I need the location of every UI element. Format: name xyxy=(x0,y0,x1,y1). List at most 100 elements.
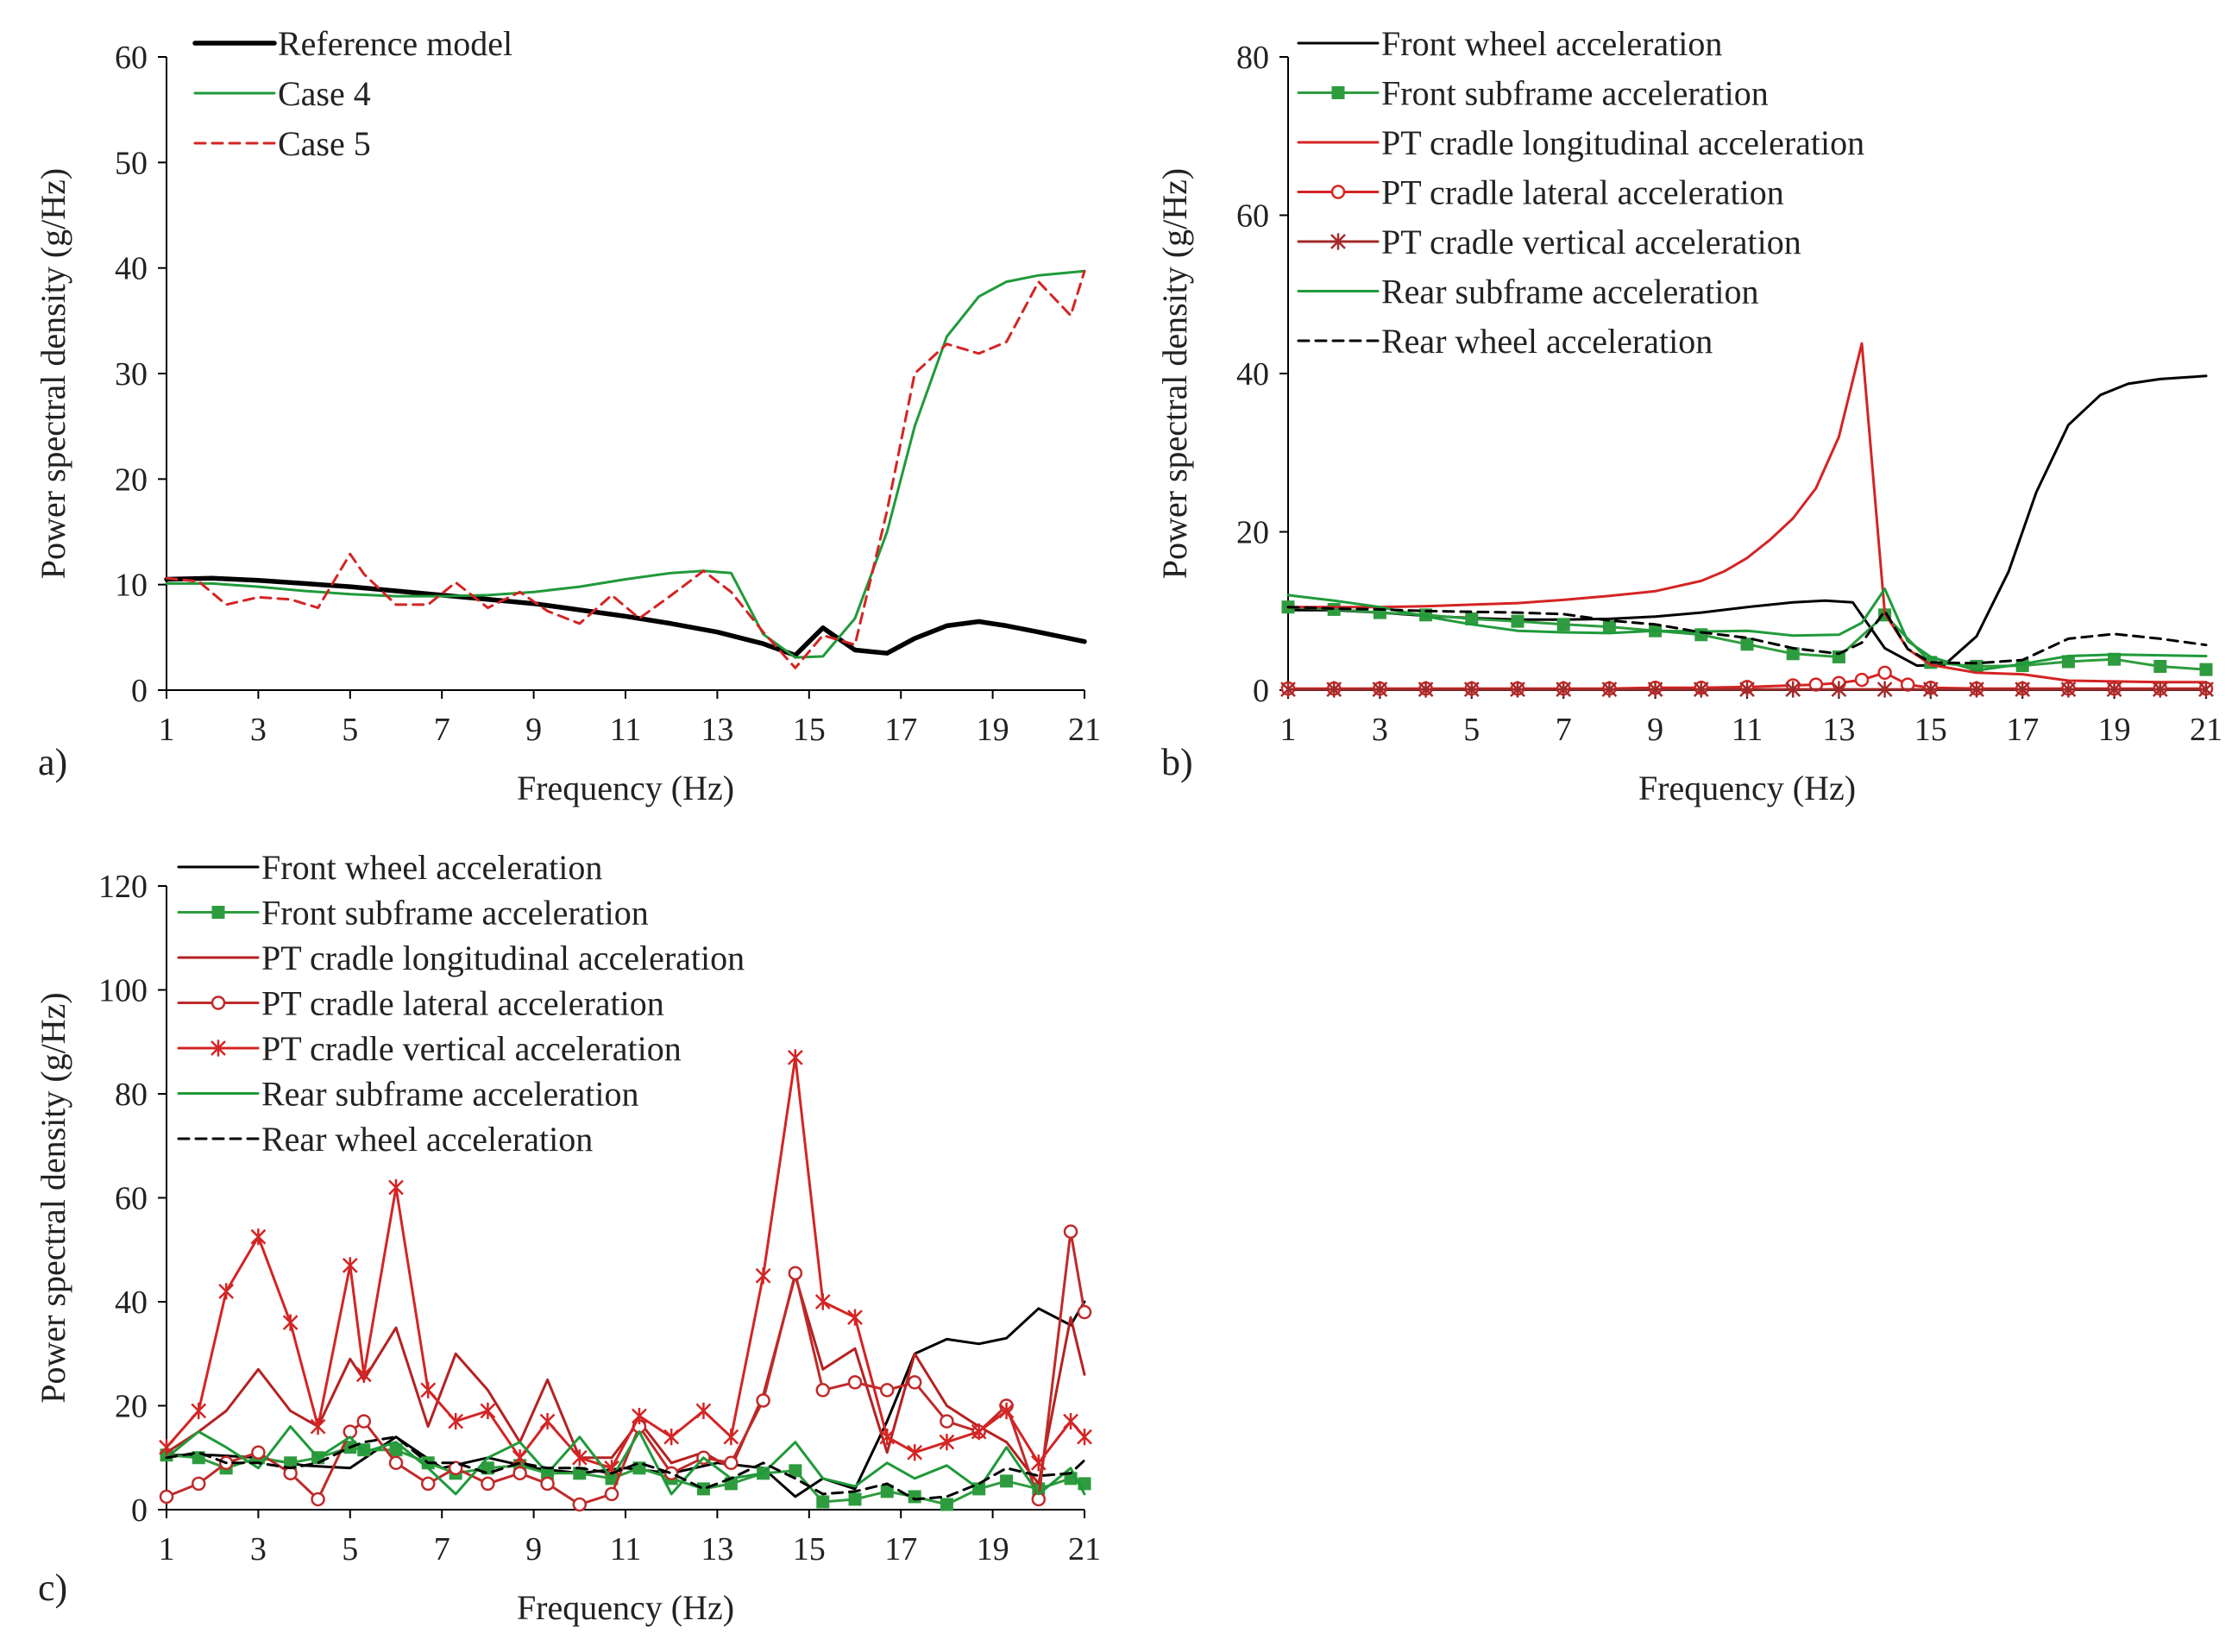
series-line xyxy=(165,269,1086,669)
x-tick-label: 17 xyxy=(884,1531,917,1567)
x-tick-label: 9 xyxy=(525,712,542,748)
legend-item: Front subframe acceleration xyxy=(1297,74,1769,113)
data-point xyxy=(191,1476,206,1492)
series-pt-cradle-lateral-acceleration xyxy=(159,1224,1092,1512)
y-tick-label: 20 xyxy=(115,1389,148,1425)
data-point xyxy=(540,1476,555,1492)
legend-label: Rear subframe acceleration xyxy=(1381,273,1759,311)
x-tick-label: 11 xyxy=(610,1531,642,1567)
series-line xyxy=(164,575,1087,658)
data-point xyxy=(1693,681,1709,698)
legend-label: Case 5 xyxy=(278,124,371,163)
x-tick-label: 13 xyxy=(1822,712,1855,748)
x-axis-label: Frequency (Hz) xyxy=(517,1588,734,1627)
x-tick-label: 1 xyxy=(159,1531,175,1567)
data-point xyxy=(663,1466,679,1481)
x-tick-label: 7 xyxy=(1556,712,1572,748)
data-point xyxy=(342,1257,358,1274)
series-line xyxy=(165,1425,1086,1496)
data-point xyxy=(1854,672,1870,688)
y-tick-label: 20 xyxy=(1236,515,1269,551)
data-point xyxy=(481,1476,495,1492)
data-point xyxy=(1511,614,1524,628)
data-point xyxy=(1602,620,1616,634)
data-point xyxy=(1372,681,1388,698)
legend-label: Rear subframe acceleration xyxy=(261,1075,639,1114)
data-point xyxy=(571,1449,588,1467)
legend-label: Front subframe acceleration xyxy=(1381,74,1769,113)
data-point xyxy=(159,1489,174,1504)
data-point xyxy=(2199,663,2213,676)
x-tick-label: 15 xyxy=(793,1531,826,1567)
series-front-wheel-acceleration xyxy=(165,1300,1086,1498)
x-tick-label: 5 xyxy=(342,712,358,748)
data-point xyxy=(939,1434,955,1451)
data-point xyxy=(723,1429,739,1446)
legend-label: Case 4 xyxy=(278,74,371,113)
x-tick-label: 5 xyxy=(342,1531,358,1567)
legend-marker xyxy=(211,1040,226,1057)
legend-label: Front wheel acceleration xyxy=(261,848,602,887)
data-point xyxy=(755,1267,771,1285)
data-point xyxy=(1280,681,1296,698)
x-tick-label: 17 xyxy=(884,712,917,748)
legend-item: PT cradle vertical acceleration xyxy=(177,1029,682,1068)
x-tick-label: 13 xyxy=(701,1531,733,1567)
data-point xyxy=(971,1423,987,1441)
data-point xyxy=(814,1293,831,1310)
data-point xyxy=(512,1466,527,1481)
legend-item: PT cradle longitudinal acceleration xyxy=(177,939,745,977)
data-point xyxy=(355,1366,372,1383)
x-tick-label: 11 xyxy=(1732,712,1763,748)
data-point xyxy=(663,1429,680,1446)
y-tick-label: 100 xyxy=(98,973,148,1009)
panel-label: b) xyxy=(1161,741,1193,783)
x-tick-label: 11 xyxy=(610,712,642,748)
data-point xyxy=(2015,681,2031,698)
legend-item: Rear subframe acceleration xyxy=(1297,273,1759,311)
x-axis-label: Frequency (Hz) xyxy=(517,769,734,807)
y-tick-label: 0 xyxy=(1253,673,1269,709)
legend-item: PT cradle vertical acceleration xyxy=(1297,223,1801,261)
x-tick-label: 19 xyxy=(977,1531,1009,1567)
data-point xyxy=(1740,638,1754,651)
legend-label: Front wheel acceleration xyxy=(1381,24,1722,63)
series-line xyxy=(165,1056,1086,1470)
x-tick-label: 19 xyxy=(2098,712,2131,748)
y-tick-label: 10 xyxy=(115,568,148,604)
data-point xyxy=(1077,1304,1092,1320)
data-point xyxy=(251,1445,266,1460)
y-axis-label: Power spectral density (g/Hz) xyxy=(34,168,72,580)
data-point xyxy=(816,1495,830,1509)
series-rear-subframe-acceleration xyxy=(1286,587,2208,672)
legend-item: Case 5 xyxy=(193,124,371,163)
data-point xyxy=(311,1492,325,1507)
data-point xyxy=(1877,681,1893,698)
series-line xyxy=(1286,606,2208,665)
legend-label: Front subframe acceleration xyxy=(261,894,649,933)
legend-label: Reference model xyxy=(278,24,512,63)
y-tick-label: 60 xyxy=(115,40,148,76)
series-line xyxy=(165,1300,1086,1498)
legend-label: PT cradle lateral acceleration xyxy=(261,984,664,1023)
series-line xyxy=(165,1230,1086,1506)
legend-item: Front wheel acceleration xyxy=(177,848,602,887)
x-tick-label: 15 xyxy=(1914,712,1947,748)
series-case-5 xyxy=(165,269,1086,669)
data-point xyxy=(907,1375,922,1390)
series-rear-subframe-acceleration xyxy=(165,1425,1086,1496)
data-point xyxy=(1030,1454,1047,1472)
x-tick-label: 15 xyxy=(793,712,826,748)
series-pt-cradle-vertical-acceleration xyxy=(1280,681,2214,698)
data-point xyxy=(879,1429,896,1446)
data-point xyxy=(2060,681,2077,698)
legend-item: Rear wheel acceleration xyxy=(1297,322,1713,361)
legend-item: Front subframe acceleration xyxy=(177,894,649,933)
data-point xyxy=(604,1486,619,1502)
x-tick-label: 7 xyxy=(434,1531,450,1567)
data-point xyxy=(879,1383,895,1398)
series-pt-cradle-vertical-acceleration xyxy=(159,1049,1092,1477)
y-tick-label: 30 xyxy=(115,356,148,393)
legend-marker xyxy=(1330,233,1346,250)
